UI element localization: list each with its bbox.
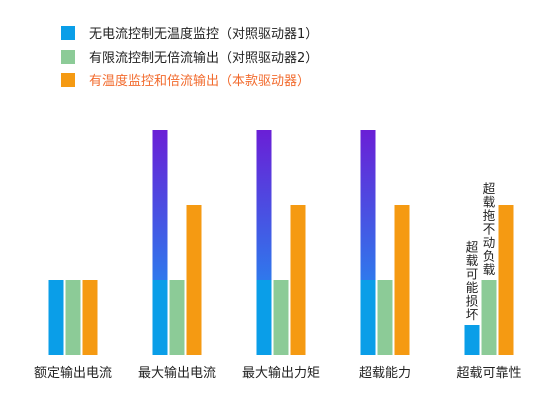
- bar-series-1-cat-2: [152, 280, 168, 355]
- legend-swatch-series-1: [61, 26, 75, 40]
- legend-swatch-series-3: [61, 73, 75, 87]
- legend-label-series-1: 无电流控制无温度监控（对照驱动器1）: [89, 26, 318, 42]
- bar-series-2-cat-1: [65, 280, 81, 355]
- bar-series-3-cat-5: [498, 205, 514, 355]
- bar-extension-series-1-cat-2: [152, 130, 168, 280]
- bar-series-2-cat-3: [273, 280, 289, 355]
- bar-series-1-cat-5: [464, 325, 480, 355]
- category-label-3: 最大输出力矩: [242, 365, 320, 381]
- legend: 无电流控制无温度监控（对照驱动器1） 有限流控制无倍流输出（对照驱动器2） 有温…: [61, 26, 318, 89]
- category-label-2: 最大输出电流: [138, 365, 216, 381]
- bar-annotation-1: 超载可能损坏: [466, 240, 479, 323]
- bar-series-2-cat-5: [481, 280, 497, 355]
- category-labels: 额定输出电流 最大输出电流 最大输出力矩 超载能力 超载可靠性: [34, 365, 522, 381]
- bars: [48, 130, 514, 355]
- legend-swatch-series-2: [61, 50, 75, 64]
- category-label-1: 额定输出电流: [34, 365, 112, 381]
- bar-series-1-cat-1: [48, 280, 64, 355]
- bar-series-3-cat-4: [394, 205, 410, 355]
- legend-label-series-2: 有限流控制无倍流输出（对照驱动器2）: [89, 50, 318, 66]
- category-label-4: 超载能力: [359, 366, 411, 381]
- bar-annotation-2: 超载拖不动负载: [483, 181, 496, 277]
- bar-extension-series-1-cat-4: [360, 130, 376, 280]
- bar-series-2-cat-2: [169, 280, 185, 355]
- bar-series-3-cat-1: [82, 280, 98, 355]
- bar-extension-series-1-cat-3: [256, 130, 272, 280]
- bar-series-3-cat-2: [186, 205, 202, 355]
- legend-label-series-3: 有温度监控和倍流输出（本款驱动器）: [89, 73, 310, 89]
- bar-series-1-cat-4: [360, 280, 376, 355]
- bar-series-3-cat-3: [290, 205, 306, 355]
- bar-series-2-cat-4: [377, 280, 393, 355]
- bar-series-1-cat-3: [256, 280, 272, 355]
- category-label-5: 超载可靠性: [456, 366, 521, 381]
